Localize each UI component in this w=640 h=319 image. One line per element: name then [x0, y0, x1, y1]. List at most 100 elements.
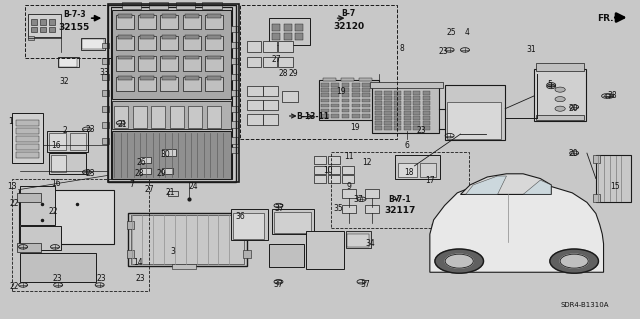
Bar	[372, 86, 440, 132]
Bar	[182, 36, 200, 50]
Bar	[385, 111, 392, 115]
Bar	[413, 101, 420, 105]
Text: 22: 22	[48, 207, 58, 216]
Bar	[49, 132, 67, 150]
Bar	[184, 14, 198, 18]
Bar	[127, 250, 134, 258]
Bar	[12, 114, 43, 163]
Bar	[118, 76, 132, 80]
Bar	[118, 14, 132, 18]
Bar	[269, 18, 310, 45]
Bar	[102, 58, 109, 64]
Text: 1: 1	[8, 117, 13, 126]
Bar	[83, 39, 104, 49]
Bar	[138, 36, 156, 50]
Bar	[116, 56, 134, 70]
Bar	[163, 14, 176, 18]
Text: 2: 2	[62, 126, 67, 135]
Bar	[342, 114, 349, 118]
Bar	[596, 155, 631, 202]
Bar	[12, 179, 150, 291]
Bar	[423, 101, 430, 105]
Bar	[348, 234, 369, 247]
Bar	[342, 175, 355, 183]
Text: 37: 37	[353, 195, 363, 204]
Bar	[188, 106, 202, 128]
Text: 18: 18	[404, 168, 414, 177]
Bar	[328, 166, 340, 174]
Text: 7: 7	[129, 181, 134, 189]
Bar	[162, 168, 173, 174]
Text: 23: 23	[96, 274, 106, 283]
Bar	[413, 96, 420, 100]
Bar	[17, 194, 41, 202]
Bar	[16, 121, 39, 126]
Polygon shape	[461, 174, 551, 195]
Bar	[278, 57, 292, 67]
Circle shape	[555, 97, 565, 102]
Bar	[274, 212, 311, 233]
Bar	[321, 104, 329, 108]
Bar	[404, 111, 411, 115]
Text: 28: 28	[134, 169, 144, 178]
Text: 30: 30	[161, 150, 170, 159]
Bar	[342, 166, 355, 174]
Text: B-13-11: B-13-11	[296, 112, 329, 121]
Bar	[518, 214, 529, 217]
Bar	[102, 122, 109, 128]
Bar	[359, 78, 372, 81]
Bar	[370, 82, 444, 88]
Bar	[19, 190, 115, 244]
Bar	[17, 243, 41, 252]
Text: 16: 16	[51, 141, 60, 150]
Bar	[332, 114, 339, 118]
Bar	[346, 231, 371, 249]
Bar	[269, 244, 304, 268]
Text: 37: 37	[275, 204, 285, 213]
Bar	[118, 56, 132, 59]
Bar	[232, 213, 264, 239]
Bar	[243, 250, 251, 258]
Bar	[230, 42, 238, 48]
Bar	[362, 83, 370, 87]
Bar	[342, 204, 356, 213]
Bar	[295, 24, 303, 31]
Text: 14: 14	[133, 258, 143, 267]
Bar	[404, 106, 411, 110]
Bar	[314, 156, 326, 164]
Bar	[332, 83, 339, 87]
Bar	[49, 27, 55, 33]
Text: B-7-3: B-7-3	[63, 11, 86, 19]
Text: 9: 9	[347, 182, 352, 191]
Bar	[40, 27, 46, 33]
Bar	[332, 99, 339, 102]
Bar	[207, 14, 221, 18]
Bar	[205, 15, 223, 29]
Bar	[175, 2, 195, 9]
Bar	[423, 122, 430, 125]
Bar	[375, 106, 382, 110]
Bar	[20, 187, 55, 225]
Bar	[102, 43, 109, 48]
Bar	[246, 86, 262, 96]
Bar	[162, 149, 175, 156]
Bar	[102, 106, 109, 112]
Bar	[284, 24, 292, 31]
Bar	[342, 93, 349, 97]
Bar	[314, 175, 326, 183]
Bar	[207, 35, 221, 39]
Bar	[394, 126, 401, 130]
Bar	[413, 122, 420, 125]
Bar	[332, 88, 339, 92]
Bar	[352, 109, 360, 113]
Bar	[365, 189, 379, 197]
Bar	[404, 96, 411, 100]
Bar	[240, 5, 397, 139]
Bar	[413, 111, 420, 115]
Bar	[161, 56, 178, 70]
Bar	[423, 96, 430, 100]
Bar	[352, 99, 360, 102]
Text: 8: 8	[399, 44, 404, 53]
Bar	[272, 33, 280, 41]
Bar	[81, 38, 106, 50]
